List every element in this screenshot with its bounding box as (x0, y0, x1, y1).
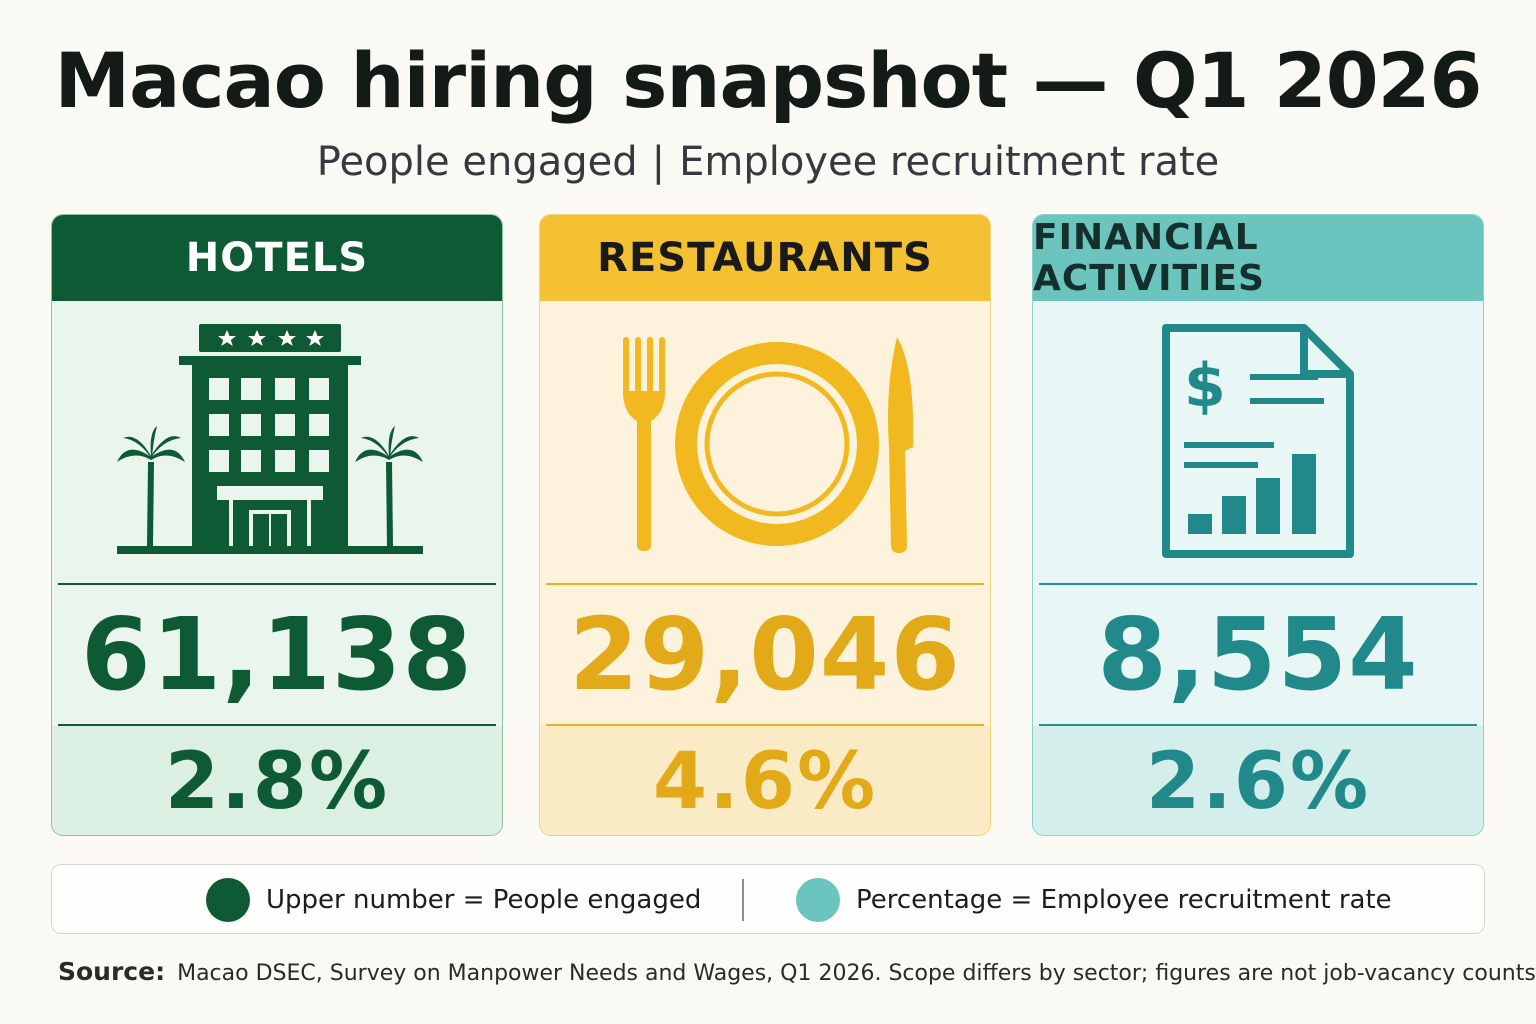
people-engaged-value: 8,554 (1097, 596, 1419, 713)
recruitment-rate-value: 4.6% (652, 736, 878, 827)
card-restaurants: RESTAURANTS 29,046 (539, 214, 991, 836)
legend-label-people-engaged: Upper number = People engaged (266, 885, 702, 915)
rate-band (52, 726, 502, 835)
source-text: Macao DSEC, Survey on Manpower Needs and… (177, 961, 1536, 986)
divider (58, 583, 496, 585)
subtitle-separator: | (651, 139, 666, 185)
people-engaged-value: 61,138 (81, 596, 473, 713)
card-title: FINANCIAL ACTIVITIES (1033, 215, 1483, 301)
subtitle-left: People engaged (316, 139, 638, 185)
divider (1039, 724, 1477, 726)
rate-band (1033, 726, 1483, 835)
legend-label-recruitment-rate: Percentage = Employee recruitment rate (856, 885, 1392, 915)
hotel-building-with-palm-trees-icon (52, 301, 502, 583)
divider (546, 724, 984, 726)
card-title: RESTAURANTS (540, 215, 990, 301)
legend-dot-people-engaged (206, 878, 250, 922)
source-label: Source: (58, 957, 166, 986)
legend-divider (742, 879, 744, 921)
svg-text:$: $ (1184, 351, 1226, 421)
page-title: Macao hiring snapshot — Q1 2026 (54, 36, 1483, 125)
source-note: Source: Macao DSEC, Survey on Manpower Ne… (58, 954, 1536, 992)
subtitle-right: Employee recruitment rate (679, 139, 1220, 185)
financial-document-with-bar-chart-icon: $ (1033, 301, 1483, 583)
divider (546, 583, 984, 585)
rate-band (540, 726, 990, 835)
divider (1039, 583, 1477, 585)
card-title: HOTELS (52, 215, 502, 301)
legend: Upper number = People engaged Percentage… (51, 864, 1485, 934)
subtitle: People engaged | Employee recruitment rate (0, 136, 1536, 188)
card-financial-activities: FINANCIAL ACTIVITIES $ (1032, 214, 1484, 836)
card-hotels: HOTELS (51, 214, 503, 836)
fork-plate-knife-icon (540, 301, 990, 583)
recruitment-rate-value: 2.6% (1145, 736, 1371, 827)
recruitment-rate-value: 2.8% (164, 736, 390, 827)
legend-dot-recruitment-rate (796, 878, 840, 922)
people-engaged-value: 29,046 (569, 596, 961, 713)
divider (58, 724, 496, 726)
